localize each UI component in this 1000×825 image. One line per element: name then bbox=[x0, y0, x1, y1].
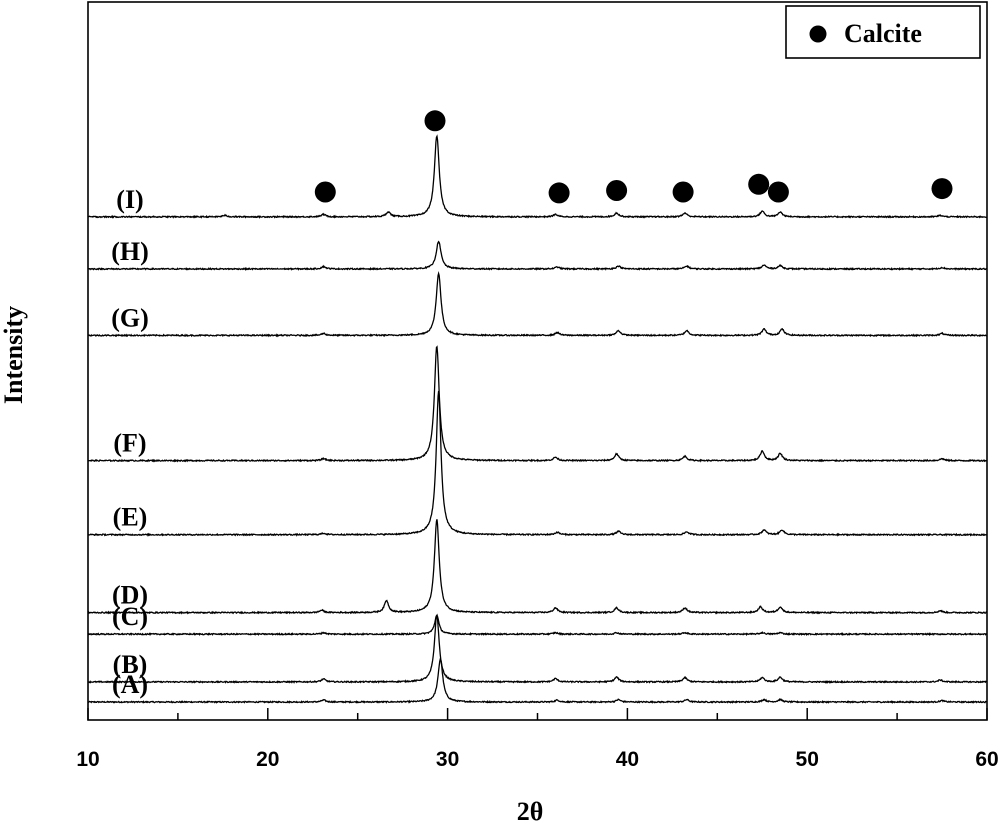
trace-label: (D) bbox=[112, 581, 148, 610]
trace-label: (E) bbox=[113, 503, 148, 532]
x-tick-label: 40 bbox=[616, 748, 639, 771]
trace-labels: (A)(B) (C)(D) (E) (F) (G) (H) (I) bbox=[111, 185, 149, 699]
trace-line bbox=[87, 614, 988, 637]
x-tick-label: 60 bbox=[975, 748, 998, 771]
calcite-marker bbox=[548, 182, 570, 204]
trace-label: (I) bbox=[116, 185, 143, 214]
calcite-markers bbox=[314, 110, 953, 204]
trace-line bbox=[87, 134, 987, 219]
x-axis-ticks bbox=[87, 708, 988, 720]
x-axis-tick-labels: 10 20 30 40 50 60 bbox=[76, 748, 998, 771]
trace-label: (A) bbox=[112, 670, 148, 699]
trace-line bbox=[87, 657, 988, 704]
calcite-marker bbox=[767, 181, 789, 203]
calcite-marker bbox=[748, 173, 770, 195]
calcite-marker bbox=[424, 110, 446, 132]
x-tick-label: 20 bbox=[256, 748, 279, 771]
calcite-marker bbox=[931, 178, 953, 200]
trace-label: (F) bbox=[113, 429, 146, 458]
y-axis-title: Intensity bbox=[0, 306, 28, 404]
x-tick-label: 50 bbox=[796, 748, 819, 771]
trace-line bbox=[87, 240, 987, 272]
legend: Calcite bbox=[785, 5, 981, 59]
diffraction-traces bbox=[87, 134, 988, 704]
calcite-marker bbox=[606, 180, 628, 201]
trace-label: (B) bbox=[113, 650, 148, 679]
legend-label-calcite: Calcite bbox=[844, 19, 922, 48]
trace-line bbox=[87, 345, 987, 463]
trace-line bbox=[87, 519, 988, 615]
calcite-marker bbox=[314, 181, 336, 203]
trace-label: (H) bbox=[111, 237, 149, 266]
x-axis-title: 2θ bbox=[517, 797, 544, 825]
calcite-marker bbox=[672, 181, 694, 203]
trace-line bbox=[87, 613, 987, 684]
trace-label: (C) bbox=[112, 602, 148, 631]
trace-line bbox=[87, 390, 987, 537]
legend-marker-calcite bbox=[809, 25, 827, 43]
trace-label: (G) bbox=[111, 303, 149, 332]
trace-line bbox=[87, 271, 987, 338]
x-tick-label: 30 bbox=[436, 748, 459, 771]
x-tick-label: 10 bbox=[76, 748, 99, 771]
